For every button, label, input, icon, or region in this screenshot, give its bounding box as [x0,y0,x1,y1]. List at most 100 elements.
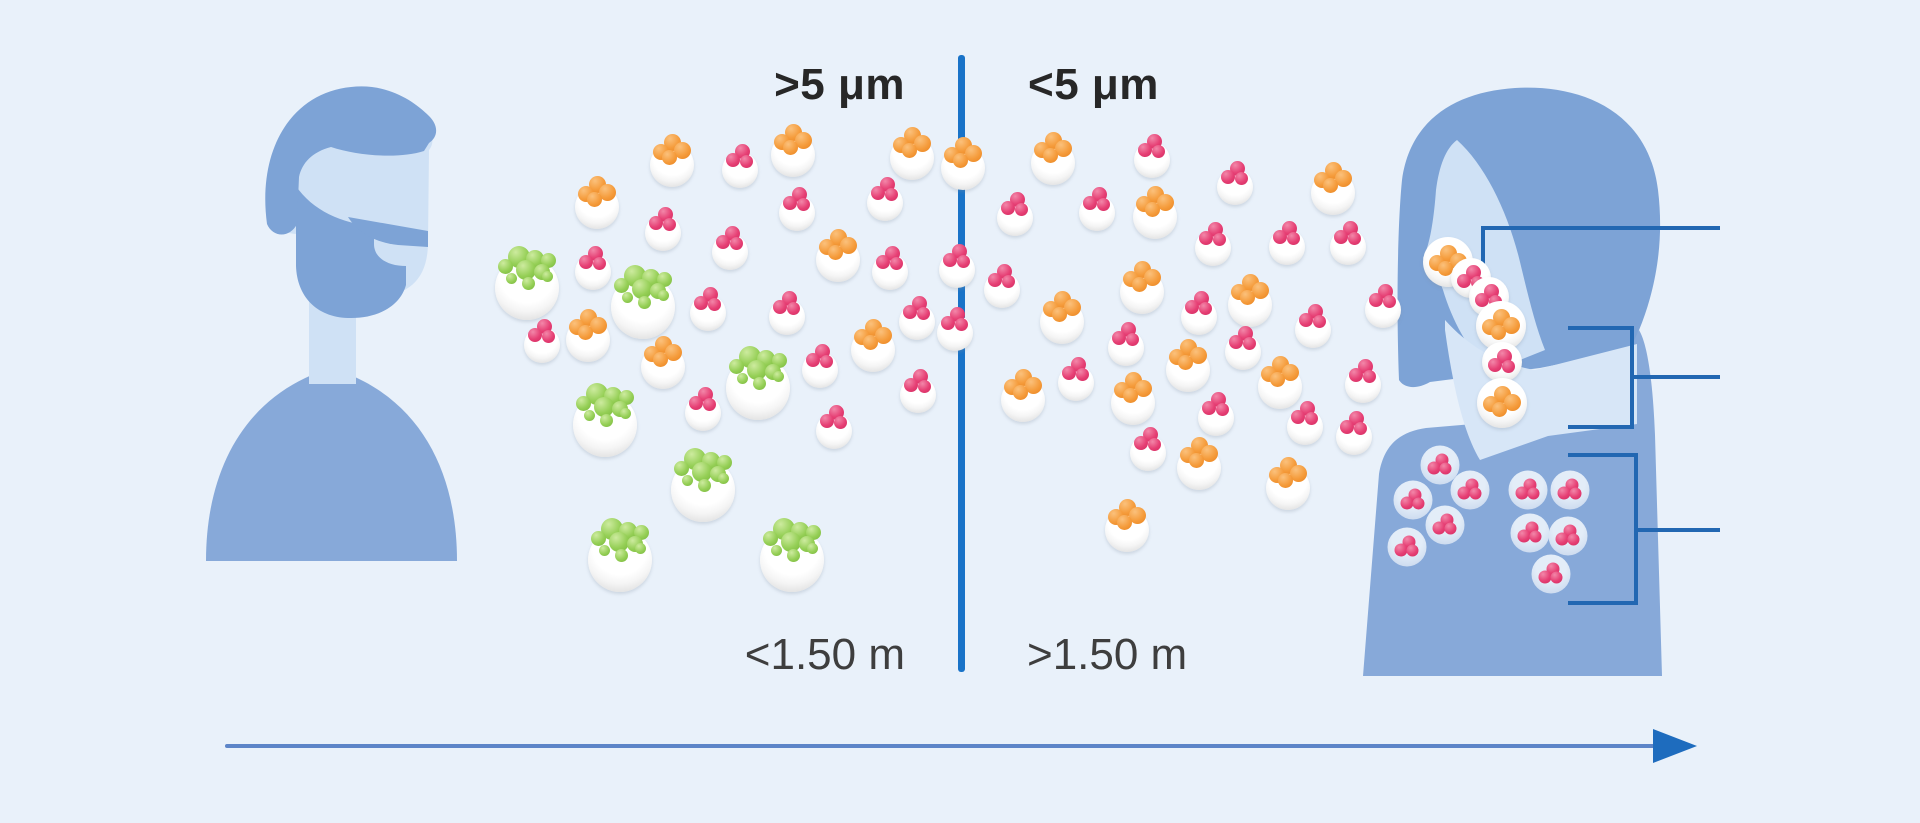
pathogen-dot [1132,277,1147,292]
particle-green [495,246,559,320]
particle-pink [690,287,726,331]
pathogen-dot [819,414,834,428]
particle-pink [1330,221,1366,265]
pathogen-dot [1487,358,1502,372]
pathogen-cluster [1517,521,1543,546]
pathogen-dot [940,316,955,330]
pathogen-dot [783,140,798,155]
pathogen-dot [1082,196,1097,210]
pathogen-dot [1111,331,1126,345]
pathogen-cluster [1034,132,1072,165]
pathogen-dot [1234,172,1248,185]
pathogen-dot [902,305,917,319]
particle-pink [1295,304,1331,348]
pathogen-dot [576,396,591,411]
pathogen-dot [622,292,633,303]
pathogen-dot [1515,486,1528,500]
pathogen-cluster [1108,499,1146,532]
pathogen-dot [1055,140,1072,157]
particle-orange [1001,369,1045,422]
pathogen-dot [1394,543,1407,557]
particle-pink [939,244,975,288]
pathogen-dot [729,237,743,250]
pathogen-dot [1504,394,1521,411]
particle-pink [1345,359,1381,403]
man-figure [206,86,457,561]
particle-pink [645,207,681,251]
pathogen-dot [747,360,767,380]
pathogen-cluster [1220,161,1250,187]
particle-chest [1450,470,1490,510]
pathogen-dot [805,353,820,367]
particle-green [726,346,790,420]
particle-orange [1031,132,1075,185]
pathogen-cluster [1000,192,1030,218]
pathogen-dot [591,531,606,546]
pathogen-cluster [1333,221,1363,247]
pathogen-dot [1201,401,1216,415]
pathogen-dot [1527,487,1539,500]
pathogen-cluster [763,518,821,562]
particle-orange [650,134,694,187]
pathogen-dot [1001,275,1015,288]
pathogen-dot [527,328,542,342]
pathogen-cluster [1432,513,1458,538]
pathogen-dot [917,380,931,393]
pathogen-dot [1123,388,1138,403]
man-beard [296,186,406,319]
particle-orange [1177,437,1221,490]
particle-orange [851,319,895,372]
particle-aorange [1423,237,1473,287]
pathogen-dot [584,410,595,421]
particle-green [611,265,675,339]
pathogen-dot [1125,333,1139,346]
pathogen-dot [620,408,631,419]
pathogen-dot [1278,473,1293,488]
pathogen-cluster [1004,369,1042,402]
pathogen-dot [1157,194,1174,211]
particle-orange [941,137,985,190]
pathogen-cluster [1136,186,1174,219]
pathogen-dot [833,416,847,429]
pathogen-dot [1382,295,1396,308]
pathogen-dot [786,302,800,315]
pathogen-cluster [819,405,849,431]
pathogen-dot [1368,293,1383,307]
pathogen-dot [870,186,885,200]
pathogen-dot [1298,313,1313,327]
pathogen-dot [1412,497,1424,510]
pathogen-cluster [614,265,672,309]
pathogen-dot [953,153,968,168]
pathogen-dot [658,290,669,301]
pathogen-dot [1339,420,1354,434]
pathogen-cluster [902,296,932,322]
particle-orange [1311,162,1355,215]
particle-orange [1120,261,1164,314]
distance-divider-line [958,55,965,672]
pathogen-dot [1529,530,1541,543]
pathogen-cluster [1061,357,1091,383]
pathogen-dot [516,260,536,280]
particle-pink [769,291,805,335]
pathogen-dot [1439,462,1451,475]
pathogen-cluster [1483,386,1521,419]
particle-orange [1105,499,1149,552]
pathogen-cluster [688,387,718,413]
particle-pink [1269,221,1305,265]
pathogen-cluster [774,124,812,157]
pathogen-dot [763,531,778,546]
pathogen-dot [1457,486,1470,500]
pathogen-dot [1043,148,1058,163]
pathogen-dot [1117,515,1132,530]
pathogen-cluster [1555,524,1581,549]
pathogen-dot [753,377,766,390]
pathogen-dot [1228,335,1243,349]
pathogen-dot [1000,201,1015,215]
pathogen-dot [916,307,930,320]
particle-pink [1225,326,1261,370]
particle-green [760,518,824,592]
pathogen-dot [635,543,646,554]
pathogen-cluster [578,246,608,272]
pathogen-cluster [1228,326,1258,352]
pathogen-cluster [782,187,812,213]
